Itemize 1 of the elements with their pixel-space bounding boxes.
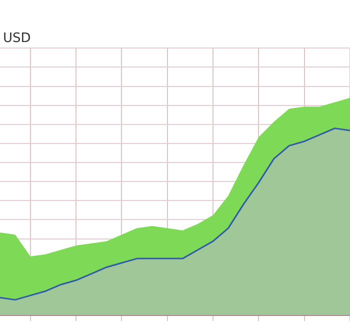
y-axis-title: USD	[3, 30, 31, 46]
